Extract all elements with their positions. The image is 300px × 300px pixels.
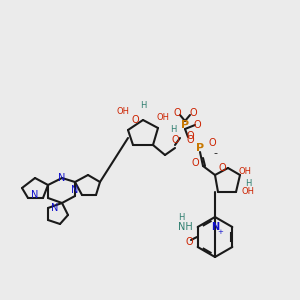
Text: O: O — [189, 108, 197, 118]
Text: O: O — [185, 237, 193, 247]
Text: OH: OH — [157, 113, 169, 122]
Text: P: P — [196, 143, 204, 153]
Text: O: O — [193, 120, 201, 130]
Text: H: H — [140, 100, 146, 109]
Text: NH: NH — [178, 222, 192, 232]
Text: O: O — [186, 135, 194, 145]
Text: O: O — [186, 131, 194, 141]
Text: H: H — [178, 212, 184, 221]
Text: +: + — [217, 229, 223, 235]
Text: N: N — [58, 173, 66, 183]
Text: N: N — [71, 185, 79, 195]
Text: P: P — [181, 120, 189, 130]
Text: O: O — [131, 115, 139, 125]
Text: N: N — [31, 190, 39, 200]
Text: O: O — [218, 163, 226, 173]
Text: O: O — [173, 108, 181, 118]
Text: O: O — [171, 135, 179, 145]
Text: H: H — [245, 178, 251, 188]
Text: N: N — [211, 222, 219, 232]
Text: O: O — [208, 138, 216, 148]
Text: OH: OH — [242, 188, 254, 196]
Text: N: N — [51, 203, 59, 213]
Text: OH: OH — [238, 167, 251, 176]
Text: -: - — [213, 148, 217, 158]
Text: H: H — [170, 125, 176, 134]
Text: O: O — [191, 158, 199, 168]
Text: OH: OH — [116, 107, 130, 116]
